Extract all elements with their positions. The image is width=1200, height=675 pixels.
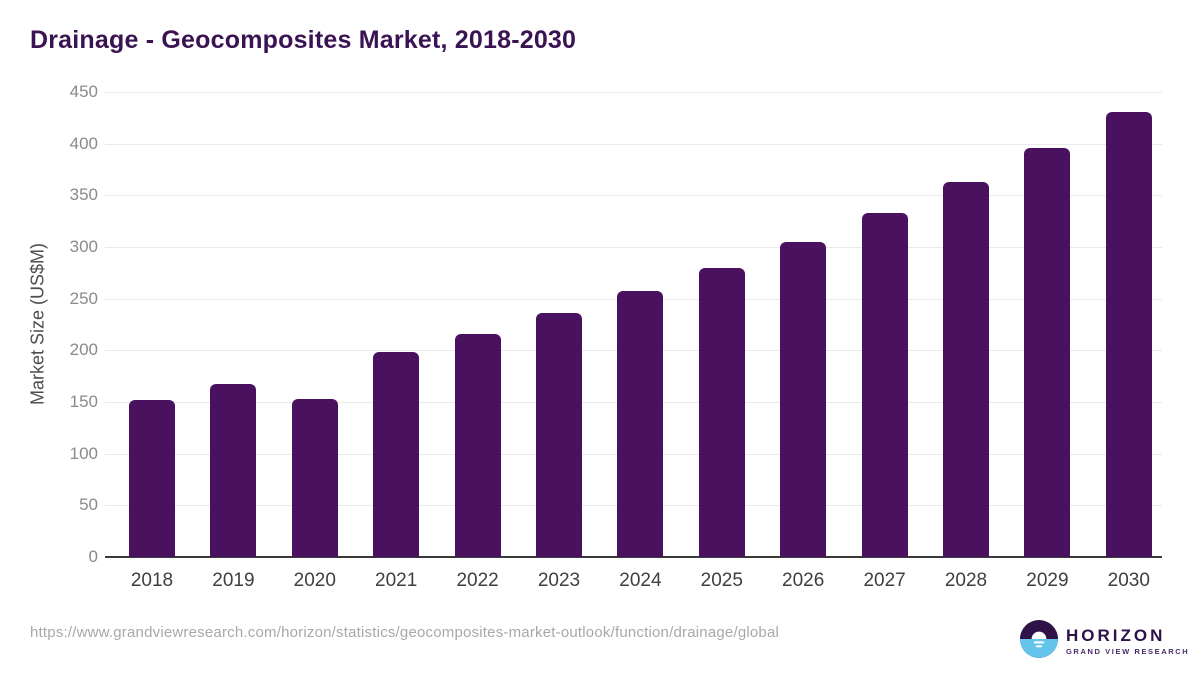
y-tick-label-400: 400 — [69, 133, 98, 153]
horizon-sunrise-icon — [1020, 620, 1058, 663]
bar-2027 — [861, 212, 908, 557]
bar-2028 — [943, 181, 989, 557]
y-tick-label-0: 0 — [88, 547, 98, 566]
bar-2024 — [617, 291, 664, 557]
horizon-logo: HORIZON GRAND VIEW RESEARCH — [1020, 620, 1189, 663]
x-axis-line — [105, 556, 1162, 558]
y-axis-title: Market Size (US$M) — [27, 242, 48, 406]
y-tick-label-50: 50 — [79, 495, 98, 515]
logo-text-block: HORIZON GRAND VIEW RESEARCH — [1066, 625, 1190, 657]
gridline-450 — [105, 92, 1162, 93]
y-tick-label-450: 450 — [69, 82, 98, 101]
x-tick-label-2020: 2020 — [293, 570, 336, 591]
y-tick-label-250: 250 — [69, 288, 98, 308]
x-tick-label-2023: 2023 — [537, 570, 581, 591]
bar-2019 — [210, 384, 257, 557]
gridline-300 — [105, 247, 1162, 248]
y-tick-label-350: 350 — [69, 185, 98, 205]
bar-2030 — [1105, 111, 1152, 557]
bar-2018 — [129, 399, 175, 557]
x-tick-label-2030: 2030 — [1107, 570, 1150, 591]
y-tick-label-200: 200 — [69, 340, 98, 360]
x-tick-label-2025: 2025 — [700, 570, 743, 591]
gridline-350 — [105, 195, 1162, 197]
bar-2025 — [698, 267, 745, 557]
x-tick-label-2018: 2018 — [130, 570, 174, 591]
bar-2020 — [291, 398, 338, 557]
bar-2029 — [1024, 147, 1071, 557]
x-tick-label-2028: 2028 — [944, 570, 988, 591]
x-tick-label-2022: 2022 — [456, 570, 499, 591]
source-url: https://www.grandviewresearch.com/horizo… — [30, 624, 780, 641]
bar-2021 — [373, 352, 420, 557]
x-tick-label-2019: 2019 — [212, 570, 255, 591]
x-tick-label-2026: 2026 — [782, 570, 825, 591]
x-tick-label-2029: 2029 — [1026, 570, 1069, 591]
logo-subtitle: GRAND VIEW RESEARCH — [1066, 647, 1190, 657]
gridline-400 — [105, 143, 1162, 145]
x-tick-label-2027: 2027 — [863, 570, 906, 591]
chart-title: Drainage - Geocomposites Market, 2018-20… — [30, 26, 577, 54]
bar-2023 — [536, 313, 582, 557]
x-tick-label-2021: 2021 — [375, 570, 418, 591]
logo-name: HORIZON — [1066, 625, 1166, 645]
x-tick-label-2024: 2024 — [619, 570, 662, 591]
y-tick-label-100: 100 — [69, 443, 98, 463]
bar-2026 — [780, 241, 827, 557]
y-tick-label-300: 300 — [69, 237, 98, 256]
y-tick-label-150: 150 — [69, 392, 98, 411]
bar-2022 — [454, 333, 501, 557]
